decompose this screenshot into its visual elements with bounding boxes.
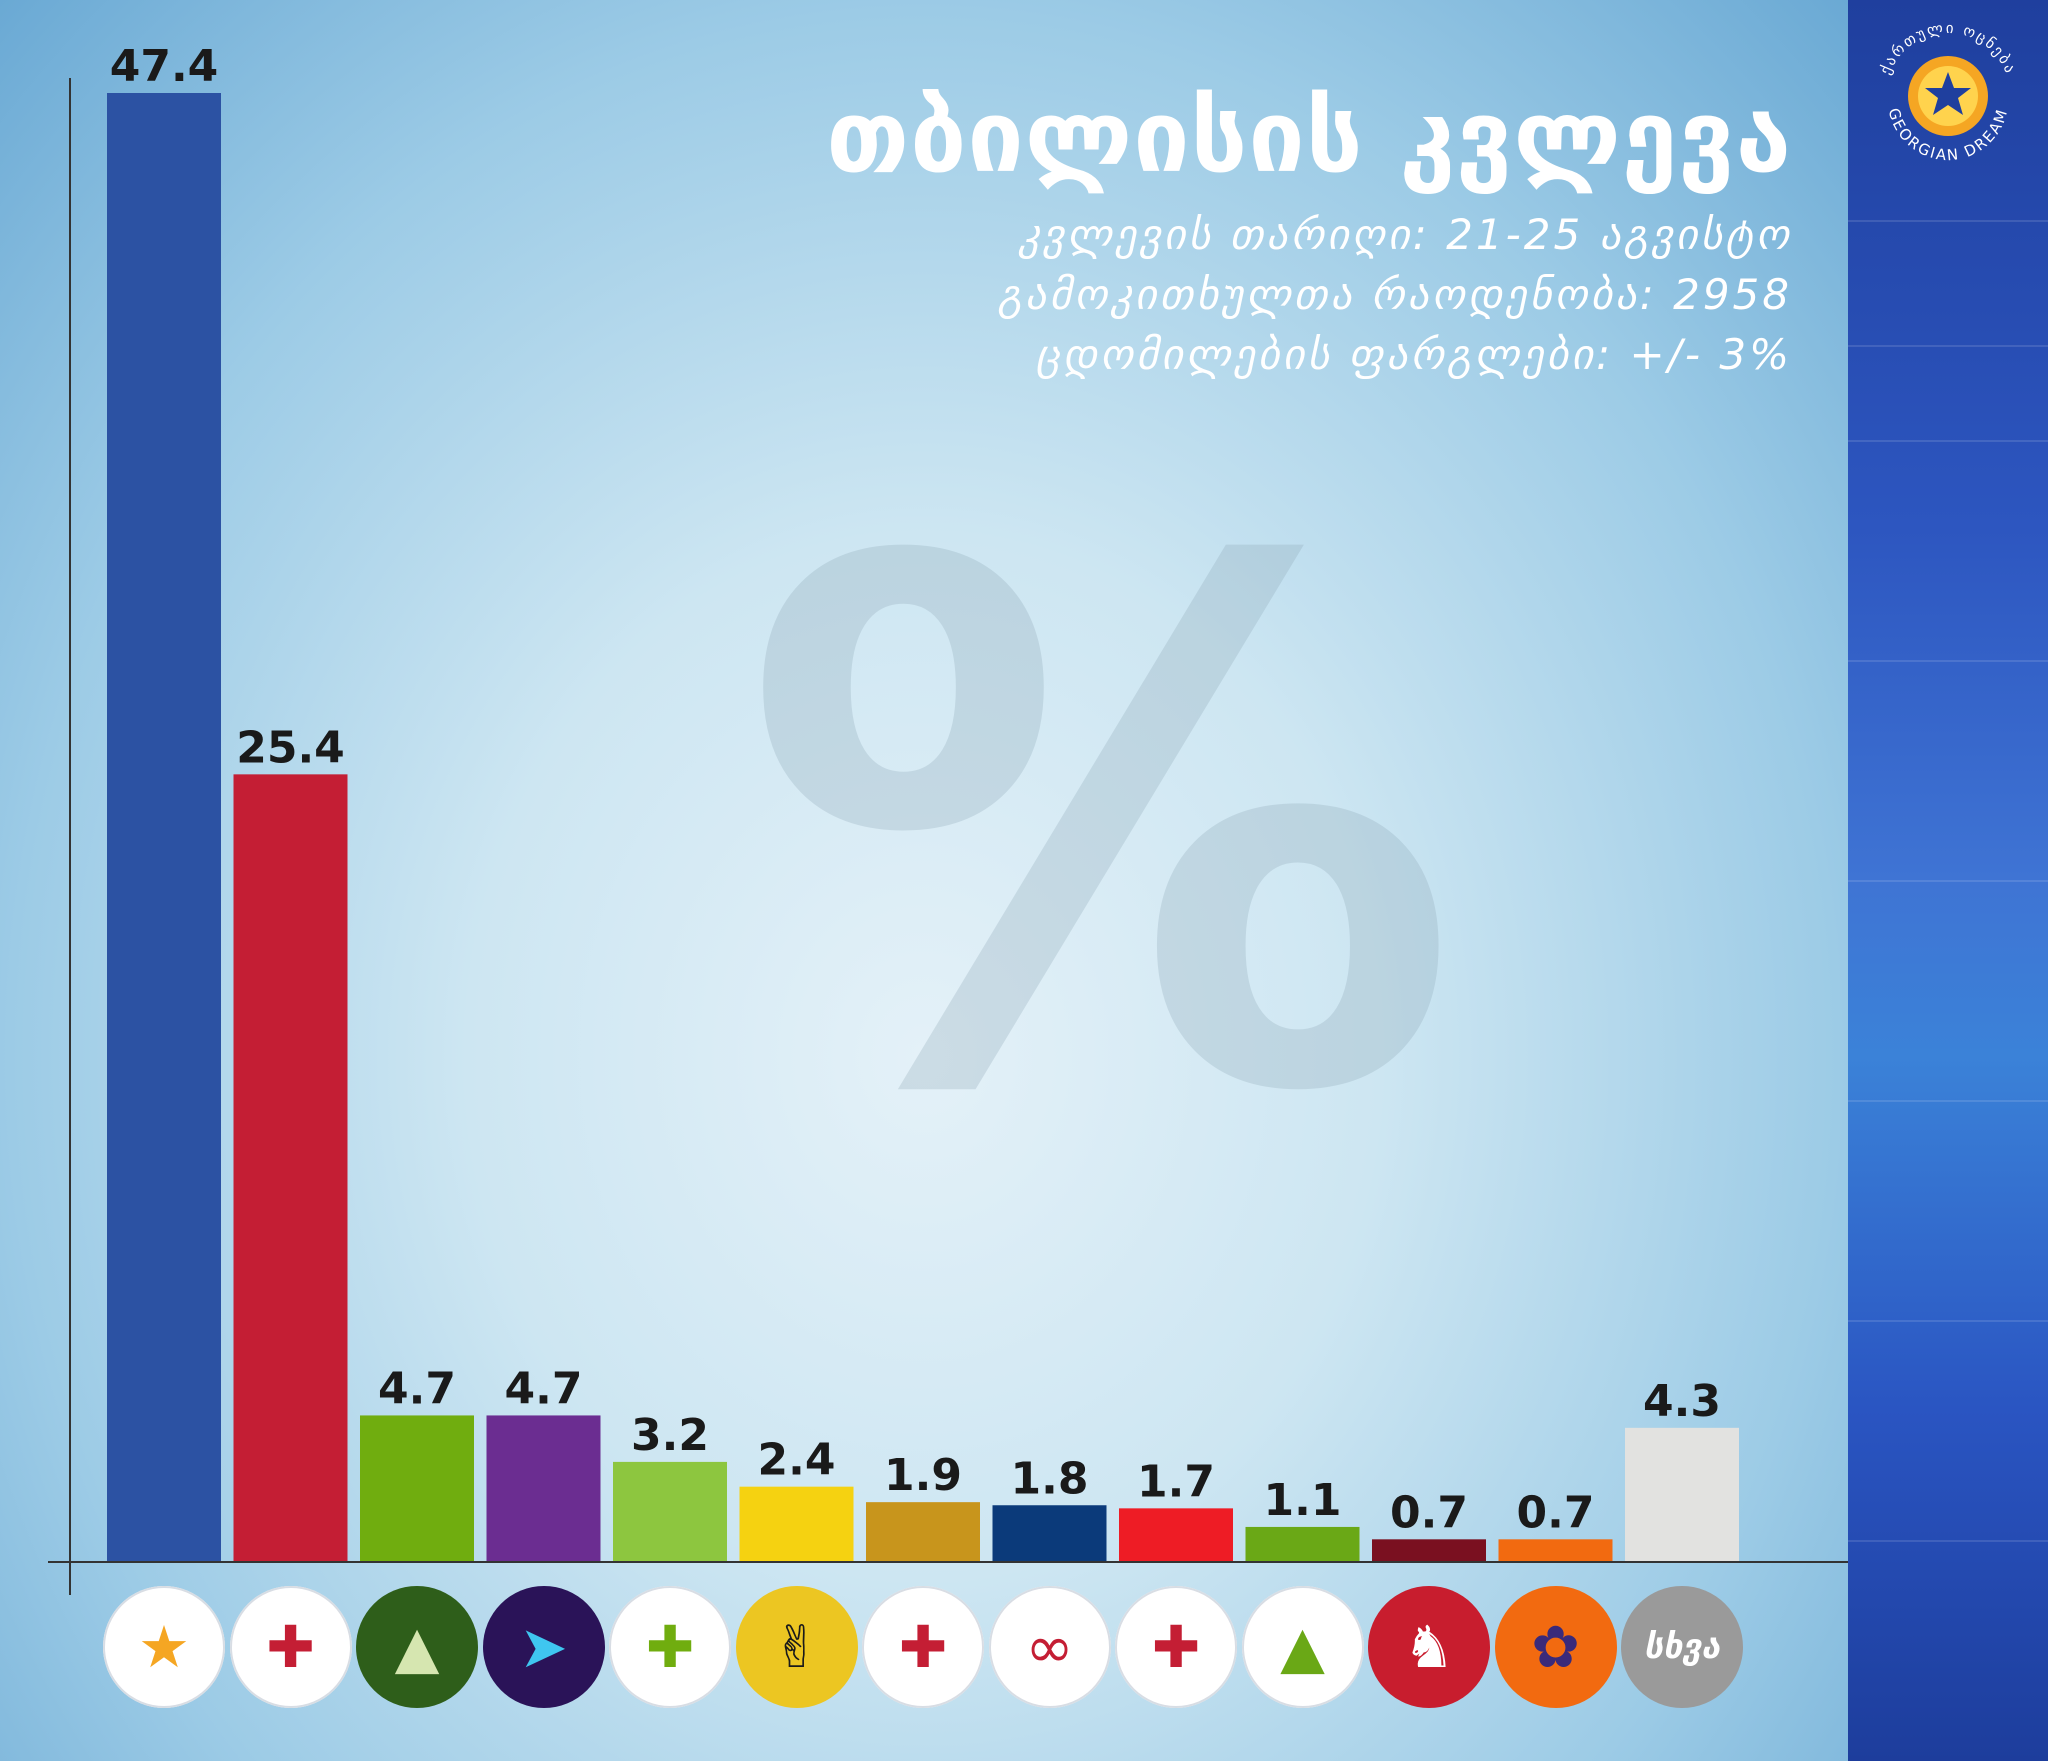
georgian-dream-icon: ★ bbox=[103, 1586, 225, 1708]
margin-of-error: ცდომილების ფარგლები: +/- 3% bbox=[1035, 330, 1792, 379]
bar-chart: 47.4 25.4 4.7 4.7 3.2 2.4 1.9 1.8 1.7 1.1 0.7 0.7 4.… bbox=[48, 41, 1848, 1595]
logo-glyph: ✚ bbox=[645, 1613, 695, 1681]
bar-12 bbox=[1498, 1539, 1613, 1561]
logo-glyph: ✚ bbox=[898, 1613, 948, 1681]
value-label-9: 1.7 bbox=[1137, 1456, 1215, 1507]
red-horse-icon: ♞ bbox=[1368, 1586, 1490, 1708]
logo-glyph: ➤ bbox=[519, 1613, 568, 1681]
value-label-3: 4.7 bbox=[378, 1363, 456, 1414]
green-cross-icon: ✚ bbox=[609, 1586, 731, 1708]
green-pinecone-icon: ▲ bbox=[1241, 1586, 1364, 1708]
bar-11 bbox=[1372, 1539, 1486, 1561]
sun-star-icon bbox=[1908, 56, 1988, 136]
bar-7 bbox=[866, 1502, 980, 1561]
percent-watermark: % bbox=[740, 411, 1462, 1249]
logo-glyph: ▲ bbox=[394, 1613, 440, 1681]
bar-8 bbox=[992, 1505, 1107, 1561]
orange-tree-icon: ✿ bbox=[1494, 1586, 1617, 1708]
logo-glyph: ▲ bbox=[1280, 1613, 1325, 1681]
survey-date: კვლევის თარიღი: 21-25 აგვისტო bbox=[1018, 210, 1792, 259]
value-label-8: 1.8 bbox=[1011, 1453, 1089, 1504]
united-national-movement-icon: ✚ bbox=[229, 1586, 352, 1708]
bar-9 bbox=[1119, 1508, 1233, 1561]
logo-glyph: ✚ bbox=[1151, 1613, 1201, 1681]
value-label-7: 1.9 bbox=[884, 1450, 962, 1501]
bar-13 bbox=[1625, 1427, 1739, 1561]
logo-glyph: ✌ bbox=[772, 1613, 821, 1681]
european-georgia-arrow-icon: ➤ bbox=[482, 1586, 605, 1708]
bar-10 bbox=[1245, 1526, 1360, 1561]
bar-6 bbox=[739, 1486, 854, 1561]
georgian-dream-logo: ქართული ოცნება GEORGIAN DREAM bbox=[1876, 19, 2018, 165]
star-ring-chain-icon: ∞ bbox=[988, 1586, 1111, 1708]
value-label-2: 25.4 bbox=[236, 722, 345, 773]
bar-1 bbox=[107, 93, 221, 1561]
bar-4 bbox=[486, 1415, 601, 1561]
brand-sidebar bbox=[1848, 0, 2048, 1761]
logo-glyph: ∞ bbox=[1025, 1613, 1074, 1681]
chart-title: თბილისის კვლევა bbox=[826, 78, 1792, 195]
value-label-12: 0.7 bbox=[1517, 1487, 1595, 1538]
value-label-5: 3.2 bbox=[631, 1410, 709, 1461]
alliance-of-patriots-icon: ✚ bbox=[862, 1586, 984, 1708]
strategy-aghmashenebeli-icon: ✚ bbox=[1115, 1586, 1237, 1708]
victory-hand-icon: ✌ bbox=[735, 1586, 858, 1708]
logo-glyph: ♞ bbox=[1403, 1613, 1455, 1681]
value-label-11: 0.7 bbox=[1390, 1487, 1468, 1538]
logo-glyph: ★ bbox=[138, 1613, 190, 1681]
logo-glyph: ✿ bbox=[1531, 1613, 1580, 1681]
lelo-pinecone-icon: ▲ bbox=[356, 1586, 478, 1708]
bar-2 bbox=[233, 774, 348, 1561]
other-grey-icon: სხვა bbox=[1621, 1586, 1743, 1708]
value-label-13: 4.3 bbox=[1643, 1376, 1721, 1427]
bar-5 bbox=[613, 1461, 727, 1561]
logo-glyph: ✚ bbox=[266, 1613, 315, 1681]
respondent-count: გამოკითხულთა რაოდენობა: 2958 bbox=[997, 270, 1792, 319]
value-label-6: 2.4 bbox=[758, 1435, 836, 1486]
value-label-1: 47.4 bbox=[110, 41, 219, 92]
other-label: სხვა bbox=[1643, 1627, 1721, 1667]
value-label-4: 4.7 bbox=[505, 1363, 583, 1414]
value-label-10: 1.1 bbox=[1264, 1475, 1342, 1526]
bar-3 bbox=[360, 1415, 474, 1561]
